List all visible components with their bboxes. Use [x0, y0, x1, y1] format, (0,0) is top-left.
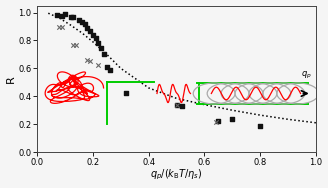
Point	[179, 105, 185, 108]
Point	[257, 125, 263, 128]
Point	[174, 104, 179, 107]
Text: $q_p$: $q_p$	[300, 70, 311, 81]
Point	[57, 26, 62, 29]
Point	[85, 26, 90, 29]
Point	[79, 20, 84, 23]
X-axis label: $q_p/(k_{\rm B}T/\eta_s)$: $q_p/(k_{\rm B}T/\eta_s)$	[150, 168, 203, 182]
Point	[107, 69, 112, 72]
Point	[71, 16, 76, 19]
Point	[88, 29, 93, 32]
Point	[62, 12, 68, 15]
Point	[54, 13, 59, 16]
Point	[96, 63, 101, 66]
Point	[85, 58, 90, 61]
Point	[174, 104, 179, 107]
Point	[73, 44, 79, 47]
Point	[90, 33, 95, 36]
Point	[213, 121, 218, 124]
Point	[216, 119, 221, 122]
Point	[99, 47, 104, 50]
Y-axis label: R: R	[6, 75, 15, 83]
Point	[101, 53, 107, 56]
Point	[82, 23, 87, 26]
Point	[68, 15, 73, 18]
Point	[88, 59, 93, 62]
Point	[124, 92, 129, 95]
Point	[104, 65, 110, 68]
Point	[71, 44, 76, 47]
Point	[96, 41, 101, 44]
Point	[76, 19, 82, 22]
Point	[60, 26, 65, 29]
Point	[93, 37, 98, 40]
Point	[60, 14, 65, 17]
Point	[230, 118, 235, 121]
